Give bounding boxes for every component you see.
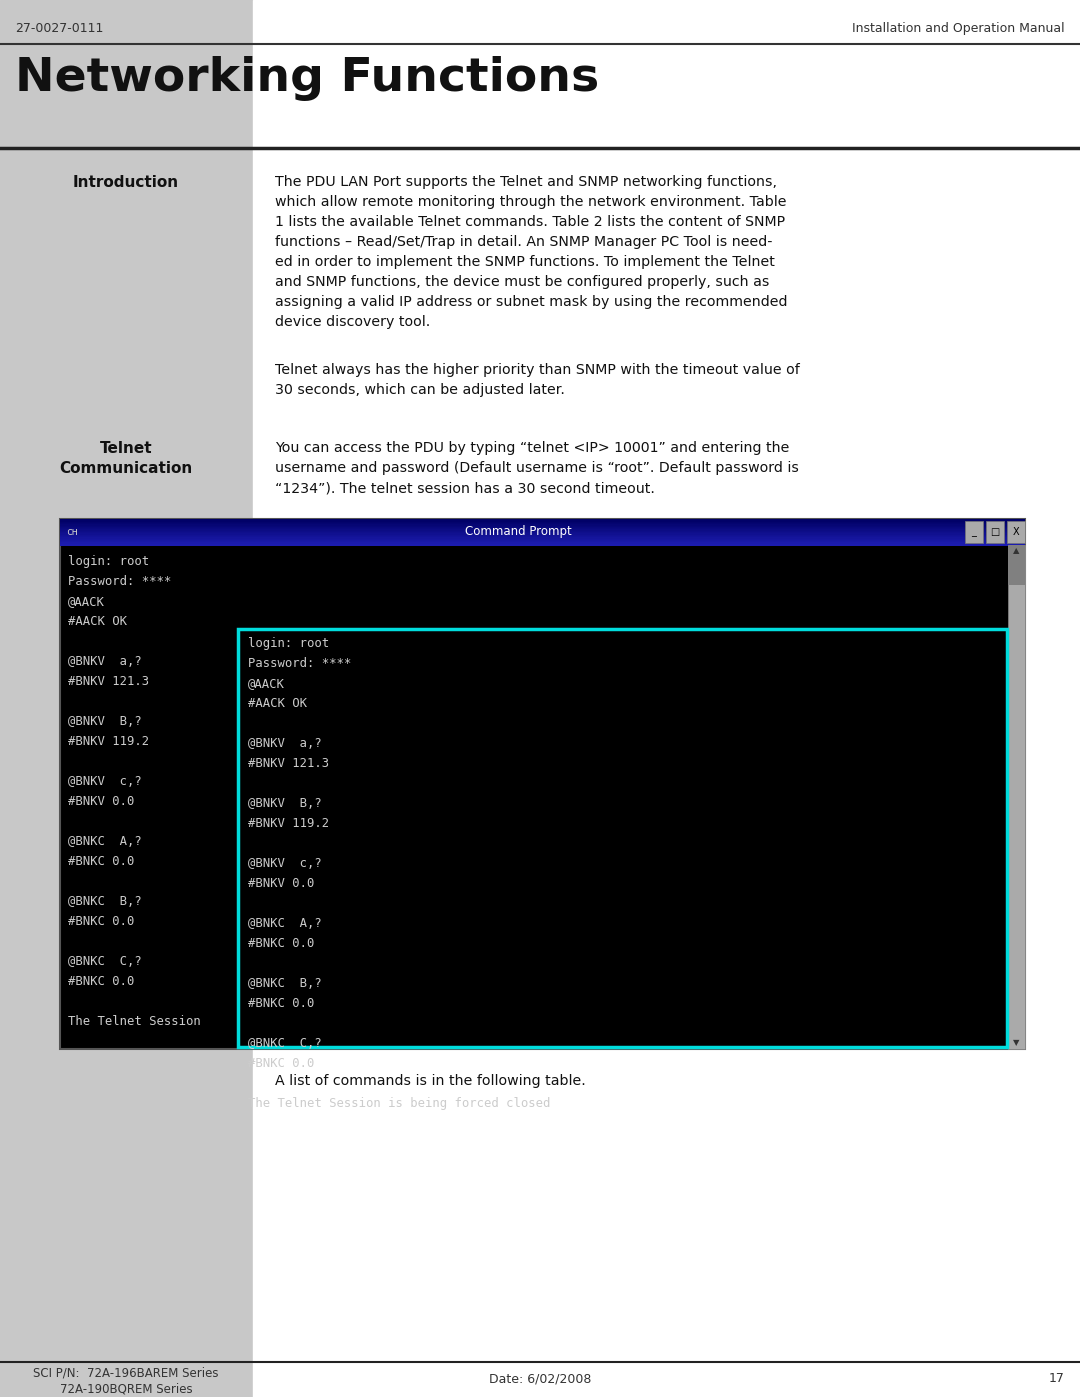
Text: Date: 6/02/2008: Date: 6/02/2008	[489, 1372, 591, 1384]
Bar	[60, 542, 1025, 545]
Bar	[60, 528, 1025, 529]
Text: X: X	[1013, 527, 1020, 536]
Bar	[1008, 545, 1025, 585]
Text: @BNKC  B,?: @BNKC B,?	[68, 895, 141, 908]
Bar	[238, 629, 1007, 1046]
Bar	[1008, 545, 1025, 1049]
Bar	[60, 529, 1025, 531]
Text: A list of commands is in the following table.: A list of commands is in the following t…	[275, 1074, 585, 1088]
Bar	[60, 525, 1025, 527]
Text: Password: ****: Password: ****	[68, 576, 172, 588]
Text: Communication: Communication	[59, 461, 192, 476]
Bar	[60, 532, 1025, 534]
Text: Installation and Operation Manual: Installation and Operation Manual	[852, 22, 1065, 35]
Bar	[966, 521, 983, 543]
Text: login: root: login: root	[68, 555, 149, 569]
Bar	[60, 534, 1025, 535]
Text: device discovery tool.: device discovery tool.	[275, 314, 430, 330]
Text: #BNKC 0.0: #BNKC 0.0	[248, 997, 314, 1010]
Text: ed in order to implement the SNMP functions. To implement the Telnet: ed in order to implement the SNMP functi…	[275, 256, 774, 270]
Text: The Telnet Session: The Telnet Session	[68, 1016, 201, 1028]
Bar	[60, 520, 1025, 545]
Bar	[60, 538, 1025, 539]
Text: Networking Functions: Networking Functions	[15, 56, 599, 101]
Text: @BNKV  B,?: @BNKV B,?	[248, 798, 322, 810]
Text: ▲: ▲	[1013, 546, 1020, 556]
Bar	[986, 521, 1004, 543]
Text: @AACK: @AACK	[248, 678, 285, 690]
Text: @BNKC  B,?: @BNKC B,?	[248, 977, 322, 990]
Text: #BNKV 0.0: #BNKV 0.0	[68, 795, 134, 807]
Text: @BNKV  a,?: @BNKV a,?	[248, 738, 322, 750]
Text: login: root: login: root	[248, 637, 329, 650]
Text: #BNKV 119.2: #BNKV 119.2	[248, 817, 329, 830]
Text: “1234”). The telnet session has a 30 second timeout.: “1234”). The telnet session has a 30 sec…	[275, 481, 654, 495]
Bar	[60, 539, 1025, 542]
Text: Password: ****: Password: ****	[248, 657, 351, 671]
Text: Command Prompt: Command Prompt	[465, 525, 572, 538]
Text: and SNMP functions, the device must be configured properly, such as: and SNMP functions, the device must be c…	[275, 275, 769, 289]
Text: 30 seconds, which can be adjusted later.: 30 seconds, which can be adjusted later.	[275, 383, 565, 397]
Text: #BNKC 0.0: #BNKC 0.0	[248, 937, 314, 950]
Bar	[60, 531, 1025, 532]
Text: @BNKC  C,?: @BNKC C,?	[248, 1037, 322, 1051]
Text: You can access the PDU by typing “telnet <IP> 10001” and entering the: You can access the PDU by typing “telnet…	[275, 441, 789, 455]
Text: The PDU LAN Port supports the Telnet and SNMP networking functions,: The PDU LAN Port supports the Telnet and…	[275, 175, 777, 189]
Text: □: □	[990, 527, 1000, 536]
Text: 1 lists the available Telnet commands. Table 2 lists the content of SNMP: 1 lists the available Telnet commands. T…	[275, 215, 785, 229]
Text: @AACK: @AACK	[68, 595, 105, 608]
Bar	[60, 520, 1025, 521]
Text: #AACK OK: #AACK OK	[248, 697, 307, 710]
Bar	[60, 541, 1025, 543]
Text: The Telnet Session is being forced closed: The Telnet Session is being forced close…	[248, 1097, 551, 1111]
Text: _: _	[972, 527, 976, 536]
Bar	[60, 524, 1025, 527]
Text: SCI P/N:  72A-196BAREM Series: SCI P/N: 72A-196BAREM Series	[33, 1368, 219, 1380]
Text: #BNKC 0.0: #BNKC 0.0	[68, 855, 134, 868]
Text: Introduction: Introduction	[73, 175, 179, 190]
Text: @BNKV  a,?: @BNKV a,?	[68, 655, 141, 668]
Bar	[1007, 521, 1025, 543]
Text: @BNKC  A,?: @BNKC A,?	[68, 835, 141, 848]
Text: ▼: ▼	[1013, 1038, 1020, 1048]
Text: @BNKC  A,?: @BNKC A,?	[248, 916, 322, 930]
Text: #BNKC 0.0: #BNKC 0.0	[68, 915, 134, 928]
Text: 17: 17	[1049, 1372, 1065, 1384]
Bar	[60, 535, 1025, 536]
Text: #BNKC 0.0: #BNKC 0.0	[248, 1058, 314, 1070]
Text: @BNKV  B,?: @BNKV B,?	[68, 715, 141, 728]
Text: #BNKV 121.3: #BNKV 121.3	[248, 757, 329, 770]
Text: #BNKV 121.3: #BNKV 121.3	[68, 675, 149, 687]
Text: @BNKV  c,?: @BNKV c,?	[248, 856, 322, 870]
Text: assigning a valid IP address or subnet mask by using the recommended: assigning a valid IP address or subnet m…	[275, 295, 787, 309]
Bar	[60, 536, 1025, 538]
Text: 27-0027-0111: 27-0027-0111	[15, 22, 104, 35]
Text: @BNKV  c,?: @BNKV c,?	[68, 775, 141, 788]
Bar	[60, 520, 1025, 522]
Text: Telnet: Telnet	[99, 441, 152, 455]
Bar	[60, 522, 1025, 525]
Text: #AACK OK: #AACK OK	[68, 615, 127, 629]
Text: cʜ: cʜ	[66, 527, 78, 536]
Text: @BNKC  C,?: @BNKC C,?	[68, 956, 141, 968]
Bar	[253, 0, 1080, 1397]
Text: Telnet always has the higher priority than SNMP with the timeout value of: Telnet always has the higher priority th…	[275, 363, 800, 377]
Bar	[0, 0, 253, 1397]
Text: username and password (Default username is “root”. Default password is: username and password (Default username …	[275, 461, 799, 475]
Text: #BNKV 119.2: #BNKV 119.2	[68, 735, 149, 747]
Bar	[60, 538, 1025, 541]
Bar	[60, 520, 1025, 1049]
Bar	[60, 543, 1025, 545]
Text: which allow remote monitoring through the network environment. Table: which allow remote monitoring through th…	[275, 196, 786, 210]
Text: 72A-190BQREM Series: 72A-190BQREM Series	[59, 1382, 192, 1396]
Text: functions – Read/Set/Trap in detail. An SNMP Manager PC Tool is need-: functions – Read/Set/Trap in detail. An …	[275, 235, 772, 249]
Text: #BNKC 0.0: #BNKC 0.0	[68, 975, 134, 988]
Bar	[60, 527, 1025, 528]
Text: #BNKV 0.0: #BNKV 0.0	[248, 877, 314, 890]
Bar	[60, 521, 1025, 524]
